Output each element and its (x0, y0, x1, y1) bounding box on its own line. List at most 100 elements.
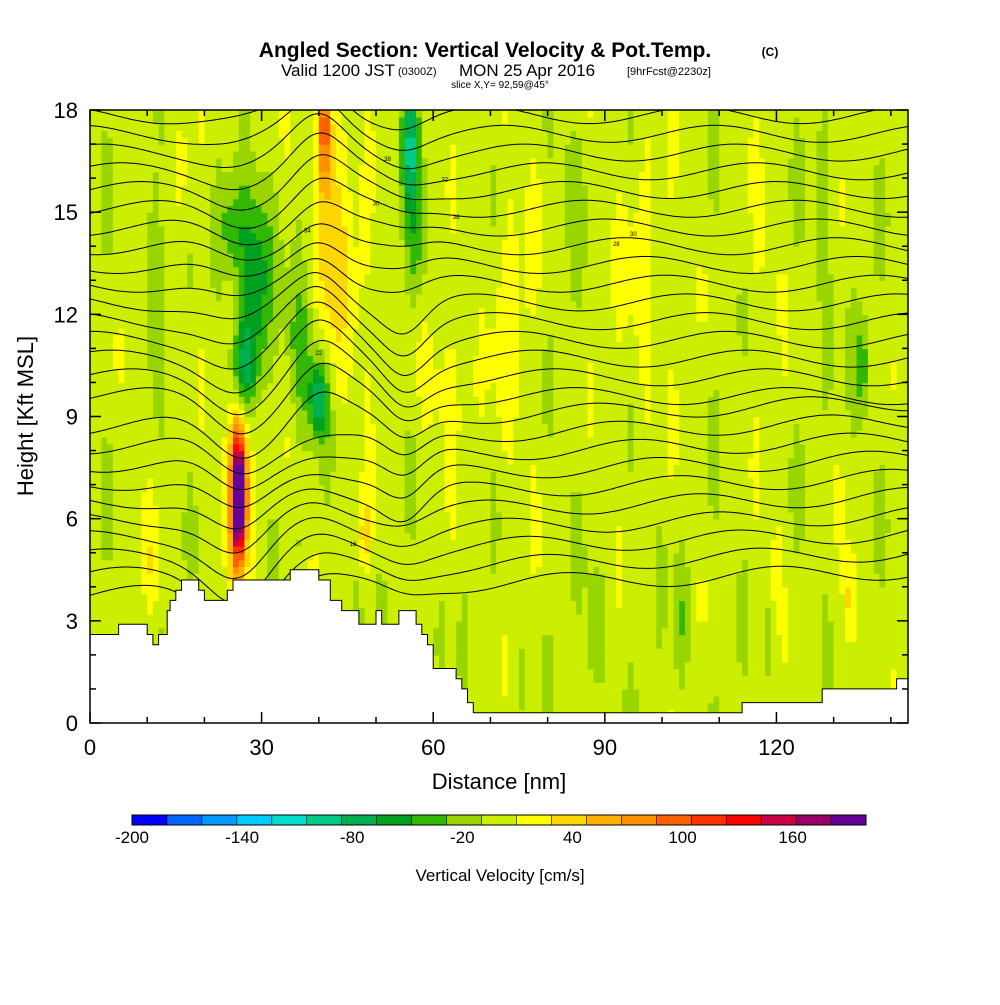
velocity-cell (747, 620, 755, 629)
velocity-cell (856, 648, 863, 656)
velocity-cell (513, 614, 520, 622)
velocity-cell (192, 552, 200, 561)
velocity-cell (662, 525, 669, 533)
velocity-cell (673, 614, 680, 622)
velocity-cell (164, 511, 171, 520)
velocity-cell (816, 552, 823, 561)
velocity-cell (873, 593, 881, 602)
velocity-cell (547, 682, 555, 690)
velocity-cell (770, 614, 778, 622)
velocity-cell (233, 532, 240, 540)
velocity-cell (250, 532, 257, 540)
velocity-cell (124, 498, 131, 506)
velocity-cell (587, 593, 595, 602)
velocity-cell (313, 491, 320, 499)
velocity-cell (873, 620, 881, 629)
velocity-cell (124, 552, 131, 561)
velocity-cell (519, 648, 526, 656)
velocity-cell (335, 532, 343, 540)
velocity-cell (507, 668, 514, 677)
velocity-cell (679, 559, 686, 568)
velocity-cell (152, 620, 160, 629)
velocity-cell (650, 688, 658, 697)
velocity-cell (227, 573, 234, 581)
velocity-cell (484, 525, 492, 533)
velocity-cell (759, 566, 766, 574)
velocity-cell (581, 593, 589, 602)
velocity-cell (524, 579, 532, 588)
velocity-cell (341, 484, 349, 493)
velocity-cell (593, 566, 600, 574)
velocity-cell (484, 566, 492, 574)
velocity-cell (393, 491, 400, 499)
velocity-cell (759, 627, 766, 636)
velocity-cell (627, 627, 635, 636)
velocity-cell (467, 600, 474, 608)
velocity-cell (301, 511, 309, 520)
velocity-cell (564, 545, 572, 554)
velocity-cell (341, 545, 349, 554)
velocity-cell (553, 688, 560, 697)
velocity-cell (633, 552, 640, 561)
velocity-cell (456, 573, 463, 581)
velocity-cell (604, 484, 612, 493)
valid-time: Valid 1200 JST (281, 61, 395, 80)
velocity-cell (353, 539, 360, 547)
velocity-cell (667, 620, 675, 629)
velocity-cell (639, 627, 646, 636)
velocity-cell (639, 641, 646, 649)
velocity-cell (845, 593, 852, 602)
velocity-cell (221, 586, 228, 595)
velocity-cell (845, 552, 852, 561)
velocity-cell (662, 505, 669, 513)
velocity-cell (656, 641, 663, 649)
velocity-cell (404, 525, 412, 533)
velocity-cell (679, 634, 686, 642)
velocity-cell (318, 573, 326, 581)
velocity-cell (112, 600, 120, 608)
velocity-cell (576, 539, 583, 547)
velocity-cell (633, 559, 640, 568)
velocity-cell (324, 498, 331, 506)
velocity-cell (364, 505, 371, 513)
velocity-cell (358, 552, 366, 561)
velocity-cell (764, 491, 772, 499)
velocity-cell (95, 620, 103, 629)
velocity-cell (662, 648, 669, 656)
velocity-cell (879, 661, 886, 670)
velocity-cell (564, 593, 572, 602)
velocity-cell (541, 573, 549, 581)
velocity-cell (95, 627, 103, 636)
velocity-cell (490, 511, 497, 520)
velocity-cell (621, 614, 629, 622)
velocity-cell (862, 654, 869, 663)
velocity-cell (553, 614, 560, 622)
velocity-cell (484, 620, 492, 629)
velocity-cell (135, 511, 143, 520)
velocity-cell (679, 539, 686, 547)
velocity-cell (244, 491, 251, 499)
velocity-cell (204, 505, 211, 513)
velocity-cell (547, 559, 555, 568)
velocity-cell (679, 695, 686, 704)
velocity-cell (822, 545, 829, 554)
velocity-cell (192, 566, 200, 574)
velocity-cell (856, 559, 863, 568)
velocity-cell (616, 641, 623, 649)
velocity-cell (124, 600, 131, 608)
velocity-cell (307, 511, 314, 520)
velocity-cell (101, 627, 108, 636)
velocity-cell (816, 654, 823, 663)
velocity-cell (684, 695, 692, 704)
velocity-cell (856, 586, 863, 595)
velocity-cell (839, 539, 846, 547)
velocity-cell (227, 545, 234, 554)
velocity-cell (307, 539, 314, 547)
velocity-cell (536, 491, 543, 499)
velocity-cell (473, 573, 480, 581)
velocity-cell (713, 498, 720, 506)
velocity-cell (604, 702, 612, 711)
velocity-cell (845, 566, 852, 574)
velocity-cell (604, 607, 612, 615)
velocity-cell (656, 525, 663, 533)
